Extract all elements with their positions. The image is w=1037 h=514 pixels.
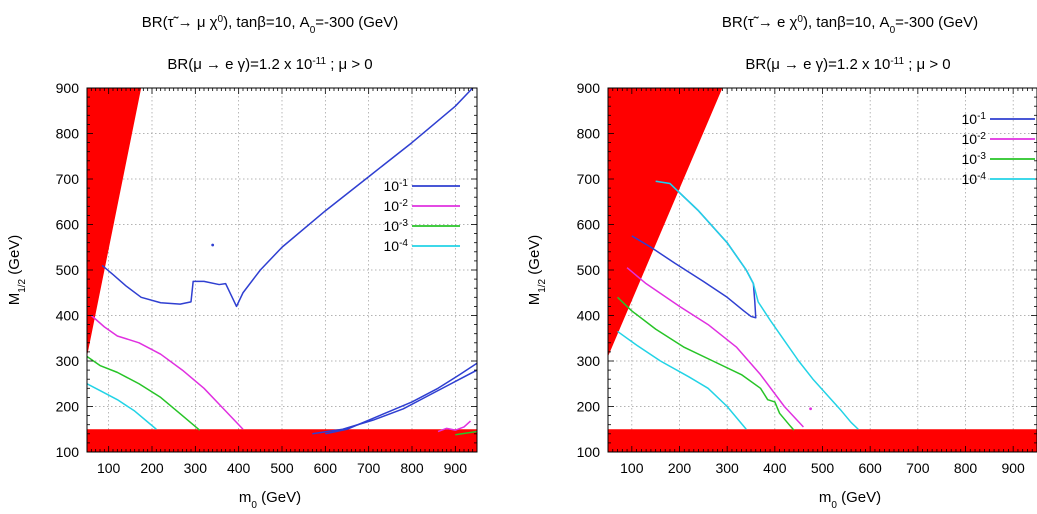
y-tick-label: 600 bbox=[56, 217, 80, 233]
series-line-3-0 bbox=[617, 330, 747, 430]
x-axis-label: m0 (GeV) bbox=[819, 489, 881, 509]
y-axis-label: M1/2 (GeV) bbox=[6, 235, 28, 306]
data-point bbox=[809, 407, 812, 411]
legend-label: 10-2 bbox=[384, 198, 409, 215]
x-tick-label: 600 bbox=[314, 460, 338, 476]
y-tick-label: 100 bbox=[577, 444, 601, 460]
x-tick-label: 300 bbox=[184, 460, 208, 476]
y-tick-label: 500 bbox=[56, 262, 80, 278]
y-tick-label: 300 bbox=[577, 353, 601, 369]
legend-label: 10-3 bbox=[962, 151, 987, 168]
y-tick-label: 900 bbox=[577, 80, 601, 96]
excluded-region-0 bbox=[608, 88, 723, 357]
series-line-0-1 bbox=[325, 362, 477, 435]
x-tick-label: 100 bbox=[620, 460, 644, 476]
y-tick-label: 800 bbox=[56, 126, 80, 142]
y-axis-label: M1/2 (GeV) bbox=[526, 235, 548, 306]
chart-panel-right: BR(τ̃ → e χ0), tanβ=10, A0=-300 (GeV) BR… bbox=[520, 0, 1037, 511]
x-tick-label: 700 bbox=[357, 460, 381, 476]
excluded-region-1 bbox=[608, 429, 1037, 452]
y-tick-label: 100 bbox=[56, 444, 80, 460]
series-line-3-1 bbox=[655, 180, 859, 430]
x-tick-label: 800 bbox=[954, 460, 978, 476]
legend-label: 10-4 bbox=[962, 171, 987, 188]
x-tick-label: 400 bbox=[763, 460, 787, 476]
x-tick-label: 600 bbox=[858, 460, 882, 476]
series-line-2-1 bbox=[455, 430, 477, 436]
x-axis-label: m0 (GeV) bbox=[239, 489, 301, 509]
chart-title-line1: BR(τ̃ → e χ0), tanβ=10, A0=-300 (GeV) bbox=[722, 14, 978, 36]
legend-label: 10-3 bbox=[384, 218, 409, 235]
excluded-region-0 bbox=[87, 88, 142, 357]
chart-right: BR(τ̃ → e χ0), tanβ=10, A0=-300 (GeV) BR… bbox=[526, 14, 1037, 511]
chart-title-line2: BR(μ → e γ)=1.2 x 10-11 ; μ > 0 bbox=[167, 56, 372, 74]
series-line-1-1 bbox=[437, 420, 472, 433]
x-tick-label: 700 bbox=[906, 460, 930, 476]
x-tick-label: 900 bbox=[444, 460, 468, 476]
series-line-0-0 bbox=[101, 88, 474, 308]
chart-left: BR(τ̃ → μ χ0), tanβ=10, A0=-300 (GeV) BR… bbox=[6, 14, 478, 511]
series-line-2-0 bbox=[87, 355, 201, 431]
data-point bbox=[211, 243, 215, 247]
series-line-2-0 bbox=[617, 296, 795, 431]
series-line-1-0 bbox=[626, 267, 804, 428]
legend-label: 10-1 bbox=[384, 178, 409, 195]
y-tick-label: 500 bbox=[577, 262, 601, 278]
chart-title-line2: BR(μ → e γ)=1.2 x 10-11 ; μ > 0 bbox=[745, 56, 950, 74]
series-line-0-2 bbox=[312, 369, 477, 435]
chart-panel-left: BR(τ̃ → μ χ0), tanβ=10, A0=-300 (GeV) BR… bbox=[0, 0, 520, 511]
series-line-3-0 bbox=[87, 383, 157, 430]
y-tick-label: 700 bbox=[56, 171, 80, 187]
series-line-1-0 bbox=[90, 314, 244, 430]
x-tick-label: 800 bbox=[400, 460, 424, 476]
excluded-region-1 bbox=[87, 429, 477, 452]
legend-label: 10-4 bbox=[384, 238, 409, 255]
x-tick-label: 500 bbox=[270, 460, 294, 476]
y-tick-label: 200 bbox=[56, 399, 80, 415]
x-tick-label: 900 bbox=[1001, 460, 1025, 476]
y-tick-label: 800 bbox=[577, 126, 601, 142]
y-tick-label: 200 bbox=[577, 399, 601, 415]
y-tick-label: 600 bbox=[577, 217, 601, 233]
x-tick-label: 200 bbox=[140, 460, 164, 476]
y-tick-label: 400 bbox=[56, 308, 80, 324]
y-tick-label: 900 bbox=[56, 80, 80, 96]
chart-title-line1: BR(τ̃ → μ χ0), tanβ=10, A0=-300 (GeV) bbox=[142, 14, 398, 36]
y-tick-label: 300 bbox=[56, 353, 80, 369]
y-tick-label: 700 bbox=[577, 171, 601, 187]
x-tick-label: 200 bbox=[668, 460, 692, 476]
plot-area: 100 200 300 400 500 600 700 800 900 100 200 300 400 5… bbox=[577, 80, 1037, 476]
legend-label: 10-1 bbox=[962, 111, 987, 128]
x-tick-label: 400 bbox=[227, 460, 251, 476]
legend-label: 10-2 bbox=[962, 131, 987, 148]
plot-area: 100 200 300 400 500 600 700 800 900 100 200 300 400 5… bbox=[56, 80, 478, 476]
x-tick-label: 300 bbox=[715, 460, 739, 476]
y-tick-label: 400 bbox=[577, 308, 601, 324]
x-tick-label: 500 bbox=[811, 460, 835, 476]
x-tick-label: 100 bbox=[97, 460, 121, 476]
